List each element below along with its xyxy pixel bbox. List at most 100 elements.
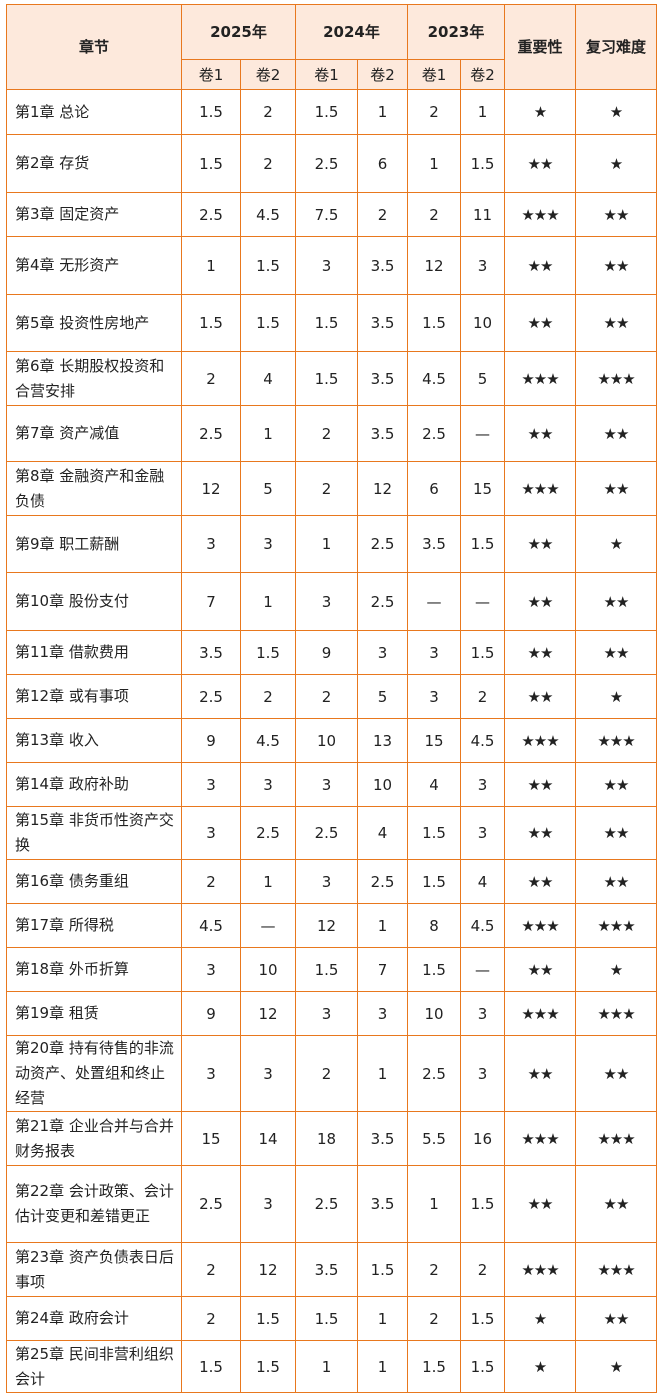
chapter-cell: 第7章 资产减值 (6, 405, 182, 462)
table-row: 第19章 租赁 9 12 3 3 10 3 ★★★ ★★★ (6, 991, 657, 1036)
difficulty-stars: ★ (575, 134, 657, 193)
score-cell: 9 (181, 991, 241, 1036)
importance-stars: ★ (504, 1296, 576, 1341)
score-cell: 2.5 (407, 405, 461, 462)
score-cell: 1.5 (181, 1340, 241, 1393)
table-row: 第12章 或有事项 2.5 2 2 5 3 2 ★★ ★ (6, 674, 657, 719)
score-cell: — (460, 572, 505, 631)
score-cell: 1.5 (240, 236, 296, 295)
score-cell: 3.5 (357, 405, 408, 462)
difficulty-stars: ★★★ (575, 718, 657, 763)
score-cell: 1 (240, 572, 296, 631)
score-cell: 4.5 (460, 903, 505, 948)
header-year-2024: 2024年 (295, 4, 408, 60)
score-cell: 3 (240, 1165, 296, 1243)
table-row: 第23章 资产负债表日后事项 2 12 3.5 1.5 2 2 ★★★ ★★★ (6, 1242, 657, 1297)
difficulty-stars: ★★★ (575, 351, 657, 406)
score-cell: 4 (407, 762, 461, 807)
score-cell: 12 (181, 461, 241, 516)
chapter-cell: 第15章 非货币性资产交换 (6, 806, 182, 860)
header-paper-2: 卷2 (357, 59, 408, 90)
score-cell: 4.5 (181, 903, 241, 948)
score-cell: 2 (181, 351, 241, 406)
score-cell: 1.5 (357, 1242, 408, 1297)
difficulty-stars: ★★ (575, 859, 657, 904)
score-cell: 7 (181, 572, 241, 631)
score-cell: 1 (357, 1296, 408, 1341)
score-cell: 3 (295, 859, 358, 904)
difficulty-stars: ★★★ (575, 1111, 657, 1166)
score-cell: 1.5 (460, 1296, 505, 1341)
score-cell: 15 (460, 461, 505, 516)
table-row: 第2章 存货 1.5 2 2.5 6 1 1.5 ★★ ★ (6, 134, 657, 193)
score-cell: 6 (407, 461, 461, 516)
score-cell: 2.5 (295, 134, 358, 193)
score-cell: 4.5 (407, 351, 461, 406)
score-cell: — (460, 405, 505, 462)
score-cell: 10 (240, 947, 296, 992)
score-cell: 3 (460, 236, 505, 295)
score-cell: 3 (407, 630, 461, 675)
table-row: 第13章 收入 9 4.5 10 13 15 4.5 ★★★ ★★★ (6, 718, 657, 763)
difficulty-stars: ★★ (575, 572, 657, 631)
score-cell: 3 (357, 991, 408, 1036)
difficulty-stars: ★★★ (575, 1242, 657, 1297)
score-cell: 16 (460, 1111, 505, 1166)
score-cell: 1.5 (181, 89, 241, 135)
importance-stars: ★★ (504, 859, 576, 904)
score-cell: 15 (181, 1111, 241, 1166)
importance-stars: ★★★ (504, 1111, 576, 1166)
score-cell: 3.5 (295, 1242, 358, 1297)
importance-stars: ★★ (504, 762, 576, 807)
score-cell: 3 (240, 762, 296, 807)
table-row: 第8章 金融资产和金融负债 12 5 2 12 6 15 ★★★ ★★ (6, 461, 657, 516)
difficulty-stars: ★★★ (575, 903, 657, 948)
chapter-cell: 第23章 资产负债表日后事项 (6, 1242, 182, 1297)
importance-stars: ★★★ (504, 192, 576, 237)
score-cell: 3 (240, 515, 296, 573)
score-cell: 1 (181, 236, 241, 295)
score-cell: 3 (181, 515, 241, 573)
score-cell: 1 (357, 89, 408, 135)
table-row: 第9章 职工薪酬 3 3 1 2.5 3.5 1.5 ★★ ★ (6, 515, 657, 573)
score-cell: 3 (357, 630, 408, 675)
score-cell: 2 (295, 1035, 358, 1112)
table-row: 第18章 外币折算 3 10 1.5 7 1.5— ★★ ★ (6, 947, 657, 992)
table-row: 第16章 债务重组 2 1 3 2.5 1.5 4 ★★ ★★ (6, 859, 657, 904)
score-cell: 3 (295, 236, 358, 295)
table-row: 第4章 无形资产 1 1.5 3 3.5 12 3 ★★ ★★ (6, 236, 657, 295)
score-cell: 12 (407, 236, 461, 295)
score-cell: 1.5 (460, 515, 505, 573)
score-cell: 2.5 (407, 1035, 461, 1112)
header-importance: 重要性 (504, 4, 576, 90)
score-cell: 7 (357, 947, 408, 992)
difficulty-stars: ★ (575, 674, 657, 719)
table-row: 第15章 非货币性资产交换 3 2.5 2.5 4 1.5 3 ★★ ★★ (6, 806, 657, 860)
score-cell: 1.5 (407, 947, 461, 992)
score-cell: 2 (357, 192, 408, 237)
chapter-cell: 第22章 会计政策、会计估计变更和差错更正 (6, 1165, 182, 1243)
importance-stars: ★★ (504, 572, 576, 631)
score-cell: 1.5 (295, 351, 358, 406)
difficulty-stars: ★★ (575, 1035, 657, 1112)
chapter-cell: 第2章 存货 (6, 134, 182, 193)
score-cell: 1 (357, 903, 408, 948)
score-cell: 1.5 (407, 859, 461, 904)
score-cell: 2.5 (181, 674, 241, 719)
score-cell: 4.5 (240, 192, 296, 237)
score-cell: 2 (181, 1296, 241, 1341)
chapter-cell: 第24章 政府会计 (6, 1296, 182, 1341)
chapter-cell: 第1章 总论 (6, 89, 182, 135)
score-cell: 1 (295, 1340, 358, 1393)
score-cell: 2.5 (357, 572, 408, 631)
score-cell: 3 (181, 762, 241, 807)
exam-score-table: 章节 2025年 2024年 2023年 重要性 复习难度 卷1 卷2 卷1 卷… (6, 4, 657, 1393)
difficulty-stars: ★★★ (575, 991, 657, 1036)
score-cell: 1.5 (460, 1165, 505, 1243)
score-cell: 5 (357, 674, 408, 719)
score-cell: 8 (407, 903, 461, 948)
score-cell: 1.5 (407, 806, 461, 860)
chapter-cell: 第18章 外币折算 (6, 947, 182, 992)
importance-stars: ★★ (504, 806, 576, 860)
difficulty-stars: ★★ (575, 630, 657, 675)
